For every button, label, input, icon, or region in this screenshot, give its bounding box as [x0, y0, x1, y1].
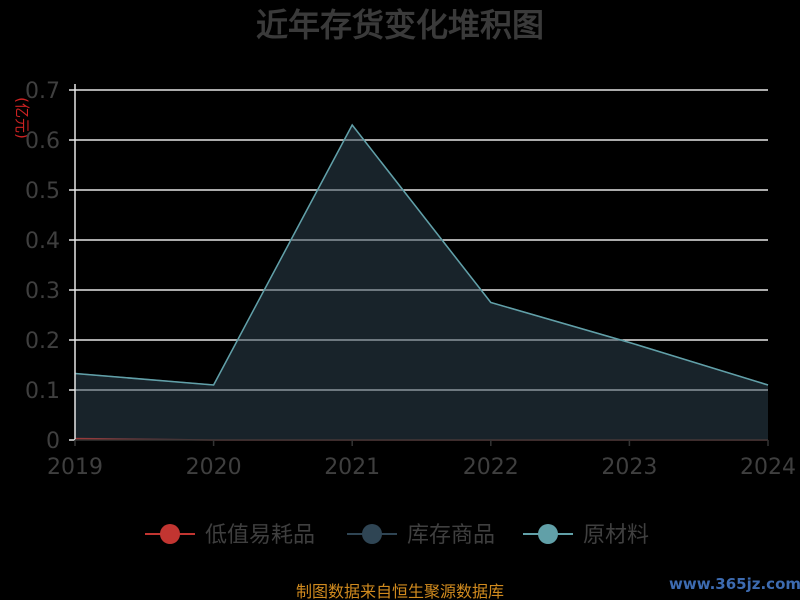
legend-label-2: 原材料 [583, 523, 649, 548]
watermark: www.365jz.com [669, 575, 800, 593]
x-tick-label: 2021 [324, 455, 380, 480]
series-line-2 [74, 123, 769, 386]
source-note: 制图数据来自恒生聚源数据库 [296, 582, 504, 600]
x-axis-ticks: 2019 2020 2021 2022 2023 2024 [47, 455, 796, 480]
legend-marker-2 [538, 524, 558, 544]
y-tick-label: 0.2 [25, 329, 60, 354]
x-tick-label: 2020 [186, 455, 242, 480]
y-tick-label: 0.5 [25, 179, 60, 204]
legend-marker-0 [160, 524, 180, 544]
x-tick-label: 2024 [740, 455, 796, 480]
y-tick-label: 0.6 [25, 129, 60, 154]
chart-title: 近年存货变化堆积图 [256, 6, 544, 44]
y-axis-ticks: 0 0.1 0.2 0.3 0.4 0.5 0.6 0.7 [25, 79, 60, 454]
y-tick-label: 0.4 [25, 229, 60, 254]
y-tick-label: 0.7 [25, 79, 60, 104]
x-tick-label: 2019 [47, 455, 103, 480]
legend-marker-1 [362, 524, 382, 544]
axes [69, 84, 769, 446]
y-tick-label: 0.3 [25, 279, 60, 304]
area-series [74, 123, 769, 441]
y-tick-label: 0.1 [25, 379, 60, 404]
x-tick-label: 2023 [601, 455, 657, 480]
legend: 低值易耗品 库存商品 原材料 [145, 523, 649, 548]
area-series-1 [75, 125, 768, 440]
y-tick-label: 0 [46, 429, 60, 454]
legend-label-0: 低值易耗品 [205, 523, 315, 548]
x-tick-label: 2022 [463, 455, 519, 480]
legend-label-1: 库存商品 [407, 523, 495, 548]
y-axis-unit: (亿元) [13, 97, 31, 139]
